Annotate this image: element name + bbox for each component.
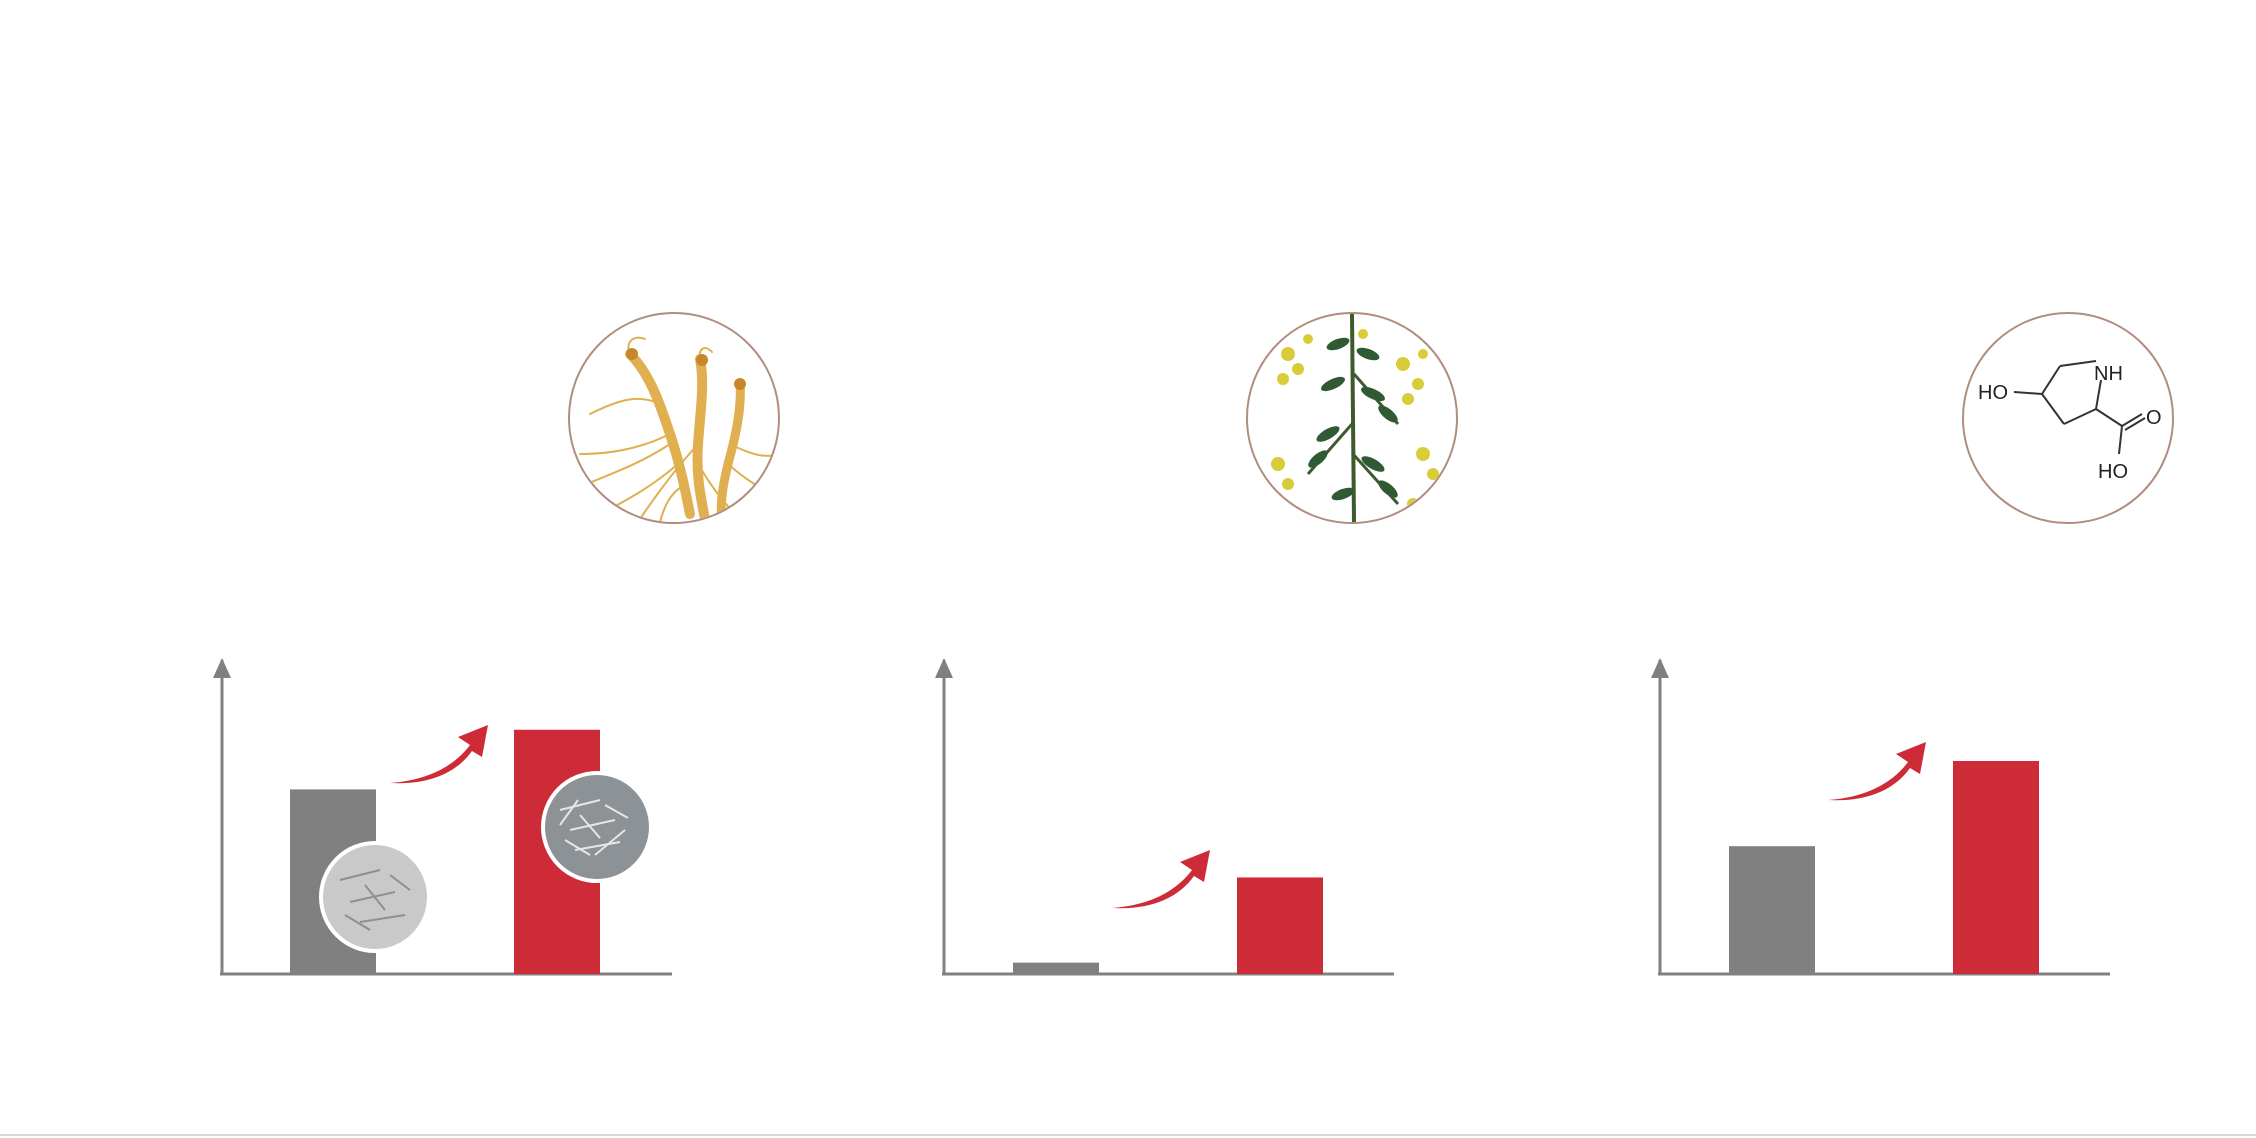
molecule-acid-label: HO [2098,461,2128,483]
molecule-carbonyl-label: O [2146,407,2162,429]
chart-hydroxyproline [1436,640,2188,1000]
molecule-hydroxyl-label: HO [1978,382,2008,404]
molecule-amine-label: NH [2094,363,2123,385]
chart-ginseng [0,640,752,1000]
y-axis-arrowhead [1651,658,1669,678]
panel-ginseng [0,0,752,1138]
bar-boosted [1953,761,2039,974]
bar-boosted [1237,877,1323,974]
y-axis-arrowhead [935,658,953,678]
astragalus-plant-icon [1246,312,1458,524]
panel-hydroxyproline: HO NH O HO [1436,0,2188,1138]
panel-astragalus [720,0,1472,1138]
y-axis-arrowhead [213,658,231,678]
increase-arrow [390,725,488,783]
chart-astragalus [720,640,1472,1000]
increase-arrow [1828,742,1926,800]
hydroxyproline-molecule-icon: HO NH O HO [1962,312,2174,524]
increase-arrow [1112,850,1210,908]
bar-baseline [1729,846,1815,974]
cell-inset-before [321,843,429,951]
cell-inset-after [543,773,651,881]
bottom-divider [0,1134,2256,1136]
bar-baseline [1013,963,1099,974]
